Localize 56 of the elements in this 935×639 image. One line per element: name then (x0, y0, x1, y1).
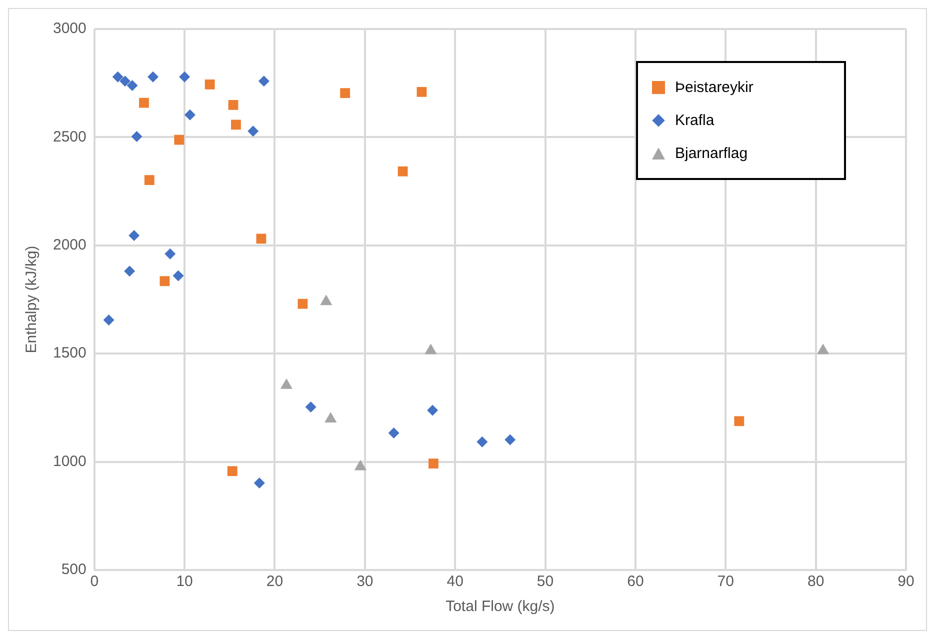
x-tick-label: 40 (446, 573, 464, 590)
y-axis-title: Enthalpy (kJ/kg) (23, 246, 40, 354)
point (126, 80, 138, 91)
point (112, 71, 124, 82)
y-tick-label: 2000 (52, 236, 86, 254)
point (144, 175, 154, 185)
point (256, 234, 266, 244)
point (476, 436, 488, 448)
point (179, 71, 190, 82)
point (103, 314, 114, 326)
x-tick-label: 50 (536, 573, 554, 590)
point (398, 166, 408, 176)
x-tick-label: 10 (176, 573, 193, 590)
point (120, 76, 131, 87)
y-tick-label: 1000 (52, 452, 86, 470)
point (305, 402, 316, 413)
point (174, 134, 184, 145)
point (147, 71, 158, 82)
point (298, 298, 308, 309)
x-tick-label: 0 (90, 573, 99, 590)
point (227, 466, 238, 476)
point (428, 458, 438, 468)
legend-label: Krafla (675, 112, 714, 129)
y-tick-label: 2500 (52, 128, 86, 146)
point (139, 98, 149, 108)
x-axis-title: Total Flow (kg/s) (446, 598, 555, 616)
legend-label: Bjarnarflag (675, 145, 748, 162)
point (504, 434, 516, 446)
point (231, 120, 241, 130)
point (184, 109, 196, 120)
point (204, 79, 215, 90)
x-tick-label: 80 (807, 573, 824, 590)
y-tick-label: 3000 (52, 20, 86, 38)
point (164, 248, 176, 260)
point (172, 270, 184, 282)
x-tick-label: 90 (898, 573, 914, 590)
legend-label: Þeistareykir (675, 79, 754, 96)
point (388, 428, 400, 439)
y-tick-label: 1500 (52, 344, 86, 362)
point (254, 478, 265, 489)
point (128, 230, 140, 241)
point (124, 266, 136, 277)
point (427, 404, 438, 416)
point (258, 76, 270, 87)
point (340, 88, 350, 98)
x-tick-label: 60 (627, 573, 644, 590)
point (734, 416, 744, 426)
x-tick-label: 70 (717, 573, 734, 590)
point (228, 100, 238, 110)
y-tick-label: 500 (61, 561, 86, 578)
point (131, 131, 142, 142)
point (248, 126, 259, 137)
point (160, 276, 170, 286)
point (416, 87, 427, 97)
x-tick-label: 30 (356, 573, 374, 590)
x-tick-label: 20 (266, 573, 284, 590)
